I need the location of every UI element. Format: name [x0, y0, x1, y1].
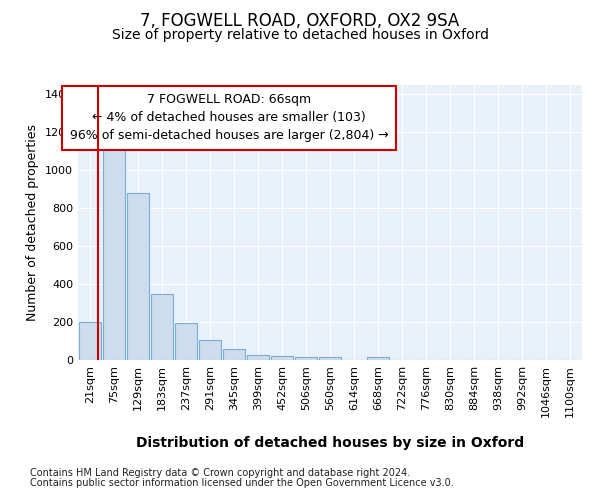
Text: Contains public sector information licensed under the Open Government Licence v3: Contains public sector information licen…	[30, 478, 454, 488]
Text: 7 FOGWELL ROAD: 66sqm
← 4% of detached houses are smaller (103)
96% of semi-deta: 7 FOGWELL ROAD: 66sqm ← 4% of detached h…	[70, 93, 389, 142]
Bar	[151, 294, 173, 360]
Text: 7, FOGWELL ROAD, OXFORD, OX2 9SA: 7, FOGWELL ROAD, OXFORD, OX2 9SA	[140, 12, 460, 30]
Bar	[295, 356, 317, 360]
Text: Contains HM Land Registry data © Crown copyright and database right 2024.: Contains HM Land Registry data © Crown c…	[30, 468, 410, 477]
Bar	[127, 194, 149, 360]
Bar	[247, 356, 269, 360]
Text: Distribution of detached houses by size in Oxford: Distribution of detached houses by size …	[136, 436, 524, 450]
Y-axis label: Number of detached properties: Number of detached properties	[26, 124, 40, 321]
Bar	[79, 322, 101, 360]
Bar	[223, 349, 245, 360]
Bar	[175, 324, 197, 360]
Bar	[271, 356, 293, 360]
Bar	[199, 340, 221, 360]
Bar	[103, 148, 125, 360]
Bar	[367, 357, 389, 360]
Text: Size of property relative to detached houses in Oxford: Size of property relative to detached ho…	[112, 28, 488, 42]
Bar	[319, 357, 341, 360]
